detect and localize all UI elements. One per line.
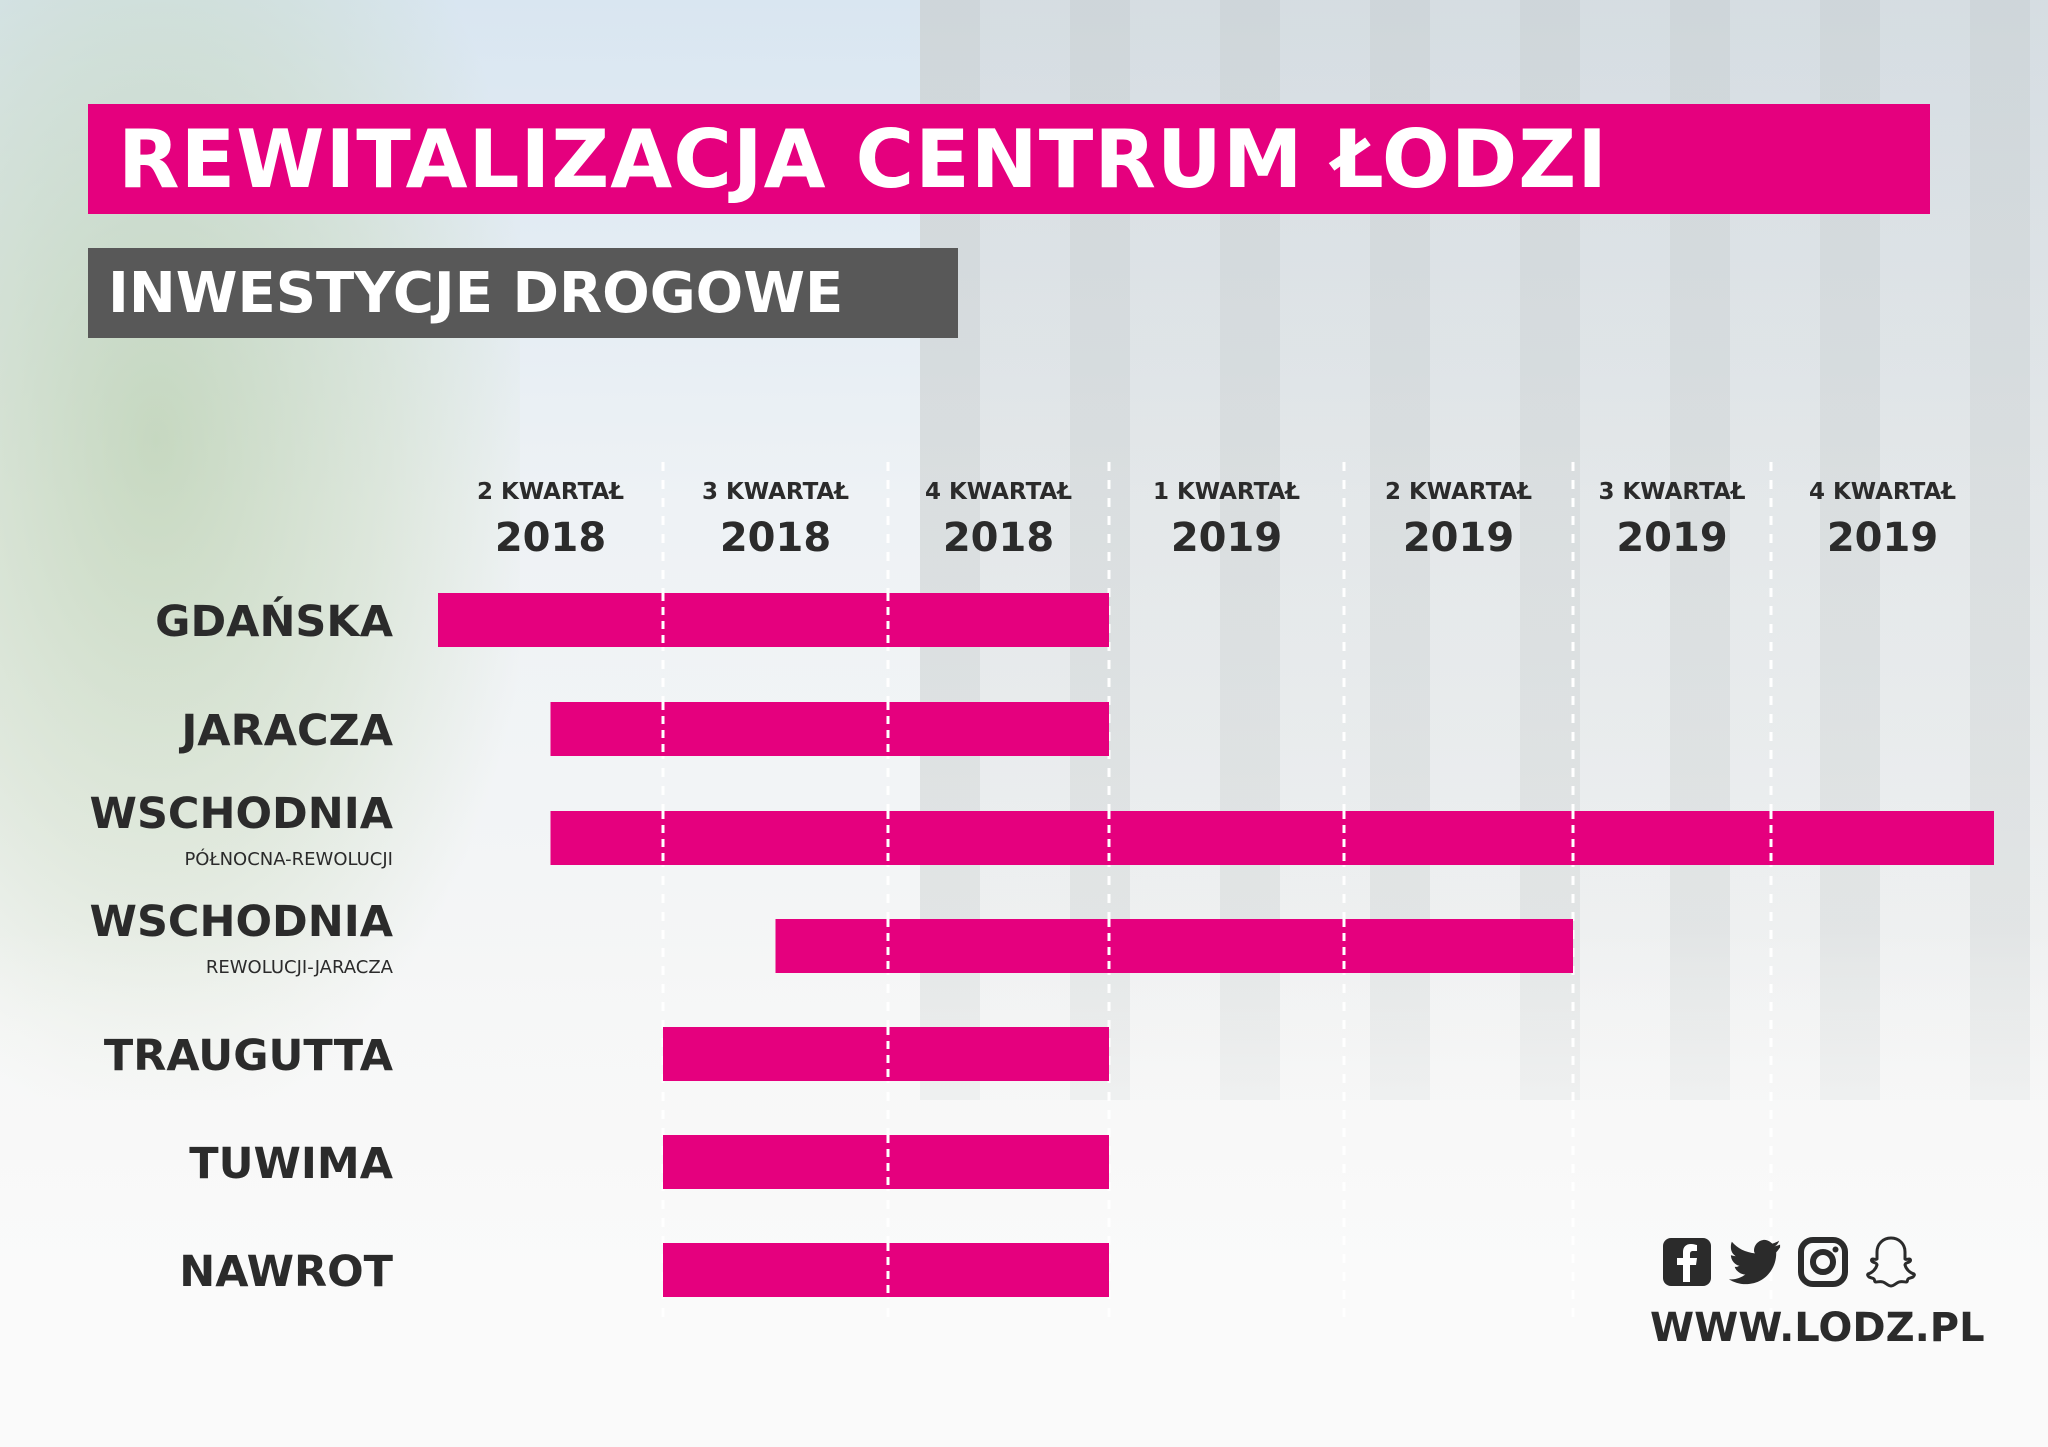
quarter-label: 3 KWARTAŁ (702, 479, 849, 505)
quarter-year: 2018 (495, 515, 606, 561)
task-sub-label: PÓŁNOCNA-REWOLUCJI (184, 848, 393, 870)
subtitle-banner: INWESTYCJE DROGOWE (88, 248, 958, 338)
task-name: TRAUGUTTA (104, 1031, 394, 1081)
task-name: NAWROT (179, 1247, 393, 1297)
quarter-label: 2 KWARTAŁ (1385, 479, 1532, 505)
instagram-icon[interactable] (1796, 1235, 1850, 1289)
quarter-label: 4 KWARTAŁ (925, 479, 1072, 505)
task-name: WSCHODNIA (90, 789, 394, 839)
website-link[interactable]: WWW.LODZ.PL (1650, 1305, 1985, 1351)
task-labels: GDAŃSKA JARACZA WSCHODNIA PÓŁNOCNA-REWOLUCJ… (90, 596, 394, 1297)
task-sub-label: REWOLUCJI-JARACZA (206, 957, 394, 978)
quarter-year: 2018 (943, 515, 1054, 561)
snapchat-icon[interactable] (1864, 1235, 1918, 1289)
quarter-year: 2019 (1827, 515, 1938, 561)
task-bar (550, 811, 1994, 865)
quarter-year: 2019 (1171, 515, 1282, 561)
quarter-label: 1 KWARTAŁ (1153, 479, 1300, 505)
bars-layer (438, 593, 1994, 1297)
task-name: WSCHODNIA (90, 897, 394, 947)
twitter-icon[interactable] (1728, 1235, 1782, 1289)
facebook-icon[interactable] (1660, 1235, 1714, 1289)
page-title: REWITALIZACJA CENTRUM ŁODZI (118, 112, 1609, 206)
quarter-label: 2 KWARTAŁ (477, 479, 624, 505)
quarter-label: 4 KWARTAŁ (1809, 479, 1956, 505)
task-bar (663, 1027, 1109, 1081)
task-name: GDAŃSKA (155, 596, 394, 647)
task-bar (438, 593, 1109, 647)
quarter-label: 3 KWARTAŁ (1598, 479, 1745, 505)
task-bar (663, 1243, 1109, 1297)
title-banner: REWITALIZACJA CENTRUM ŁODZI (88, 104, 1930, 214)
grid-layer (661, 462, 1773, 1325)
quarter-year: 2018 (720, 515, 831, 561)
task-bar (550, 702, 1109, 756)
task-name: JARACZA (178, 706, 393, 756)
task-bar (663, 1135, 1109, 1189)
page-subtitle: INWESTYCJE DROGOWE (108, 260, 844, 326)
task-name: TUWIMA (189, 1139, 393, 1189)
task-bar (775, 919, 1573, 973)
quarter-headers: 2 KWARTAŁ 2018 3 KWARTAŁ 2018 4 KWARTAŁ 2018 1… (477, 479, 1956, 561)
quarter-year: 2019 (1616, 515, 1727, 561)
social-icons (1660, 1232, 1950, 1292)
quarter-year: 2019 (1403, 515, 1514, 561)
